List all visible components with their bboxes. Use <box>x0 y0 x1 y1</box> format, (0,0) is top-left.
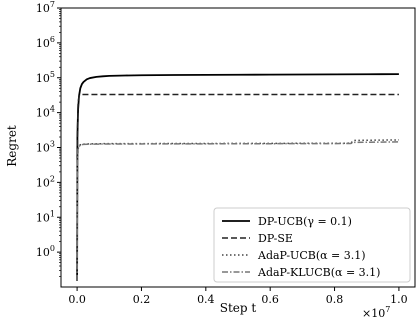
x-axis-multiplier-exponent: 7 <box>385 305 390 314</box>
legend-box <box>213 207 411 283</box>
y-tick-label-exponent: 3 <box>50 140 55 149</box>
y-tick-label-base: 10 <box>36 2 50 15</box>
x-tick-label: 0.2 <box>133 293 151 306</box>
y-axis-label: Regret <box>5 125 19 167</box>
y-tick-label-base: 10 <box>36 211 50 224</box>
x-axis-multiplier: ×107 <box>362 305 390 320</box>
series-lines <box>76 73 399 281</box>
x-axis-multiplier-base: ×10 <box>362 307 385 320</box>
x-tick-label: 0.6 <box>261 293 279 306</box>
y-tick-label: 100 <box>36 244 55 259</box>
legend-label: AdaP-UCB(α = 3.1) <box>257 249 366 262</box>
y-tick-label-base: 10 <box>36 107 50 120</box>
y-tick-label-base: 10 <box>36 142 50 155</box>
y-tick-label-base: 10 <box>36 176 50 189</box>
y-tick-label: 107 <box>36 0 55 15</box>
series-line-4 <box>76 141 399 281</box>
y-tick-label: 104 <box>36 105 55 120</box>
x-tick-label: 1.0 <box>390 293 408 306</box>
legend: DP-UCB(γ = 0.1) DP-SE AdaP-UCB(α = 3.1) Ada… <box>213 207 411 283</box>
tick-marks: 0.0 0.2 0.4 0.6 0.8 1.01001011021031041051061… <box>36 0 408 306</box>
x-axis-label: Step t <box>220 301 257 315</box>
y-tick-label-base: 10 <box>36 72 50 85</box>
y-tick-label: 102 <box>36 174 55 189</box>
y-tick-label-exponent: 0 <box>50 244 55 253</box>
y-tick-label-exponent: 4 <box>50 105 55 114</box>
y-tick-label: 101 <box>36 209 55 224</box>
series-line-1 <box>76 73 399 281</box>
y-tick-label-base: 10 <box>36 246 50 259</box>
x-tick-label: 0.4 <box>197 293 215 306</box>
y-tick-label-exponent: 1 <box>50 209 55 218</box>
legend-label: DP-SE <box>258 232 293 245</box>
y-tick-label-exponent: 6 <box>50 35 55 44</box>
x-axis-label-text: Step t <box>220 301 257 315</box>
y-tick-label-exponent: 5 <box>50 70 55 79</box>
y-tick-label: 105 <box>36 70 55 85</box>
legend-label: AdaP-KLUCB(α = 3.1) <box>257 266 380 279</box>
y-tick-label: 103 <box>36 140 55 155</box>
y-tick-label-exponent: 7 <box>50 0 55 9</box>
y-tick-label-exponent: 2 <box>50 174 55 183</box>
x-tick-label: 0.8 <box>326 293 344 306</box>
y-tick-label: 106 <box>36 35 55 50</box>
legend-label: DP-UCB(γ = 0.1) <box>258 215 352 228</box>
y-tick-label-base: 10 <box>36 37 50 50</box>
x-tick-label: 0.0 <box>68 293 86 306</box>
